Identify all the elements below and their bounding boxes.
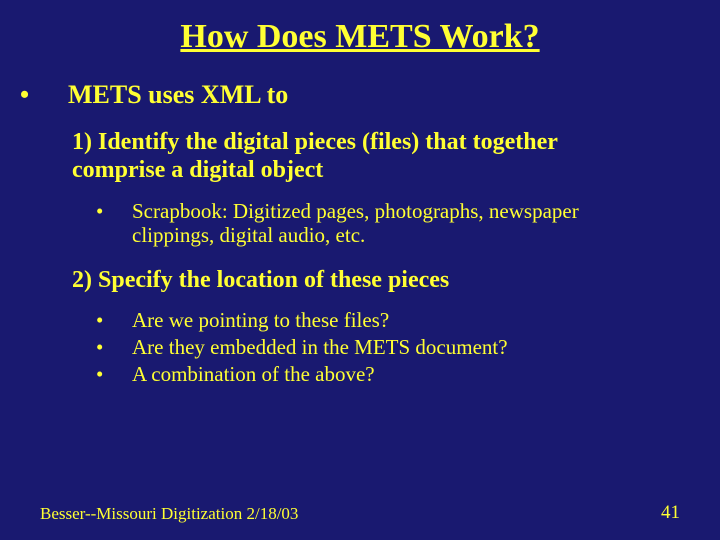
footer-text: Besser--Missouri Digitization 2/18/03 xyxy=(40,504,298,524)
point-1-sub-item: •Scrapbook: Digitized pages, photographs… xyxy=(112,199,642,249)
bullet-dot-icon: • xyxy=(114,335,132,360)
point-2-heading-text: 2) Specify the location of these pieces xyxy=(72,267,449,293)
bullet-dot-icon: • xyxy=(114,362,132,387)
point-2-sub-item: •Are they embedded in the METS document? xyxy=(112,335,642,360)
slide-title: How Does METS Work? xyxy=(40,18,680,56)
point-1-sub-text: Scrapbook: Digitized pages, photographs,… xyxy=(132,199,579,248)
point-2-sub-text-1: Are they embedded in the METS document? xyxy=(132,335,508,359)
page-number: 41 xyxy=(661,502,680,524)
bullet-dot-icon: • xyxy=(114,199,132,224)
point-2-sub-item: •A combination of the above? xyxy=(112,362,642,387)
bullet-level1: •METS uses XML to xyxy=(40,80,680,110)
point-2-heading: 2) Specify the location of these pieces xyxy=(72,266,652,294)
point-2-sub-text-2: A combination of the above? xyxy=(132,362,375,386)
point-1-heading: 1) Identify the digital pieces (files) t… xyxy=(72,128,652,185)
bullet-dot-icon: • xyxy=(44,80,68,110)
bullet-level1-text: METS uses XML to xyxy=(68,80,288,109)
slide: How Does METS Work? •METS uses XML to 1)… xyxy=(0,0,720,540)
point-1-heading-text: 1) Identify the digital pieces (files) t… xyxy=(72,129,557,183)
point-2-sub-item: •Are we pointing to these files? xyxy=(112,308,642,333)
bullet-dot-icon: • xyxy=(114,308,132,333)
point-2-sub-text-0: Are we pointing to these files? xyxy=(132,308,389,332)
